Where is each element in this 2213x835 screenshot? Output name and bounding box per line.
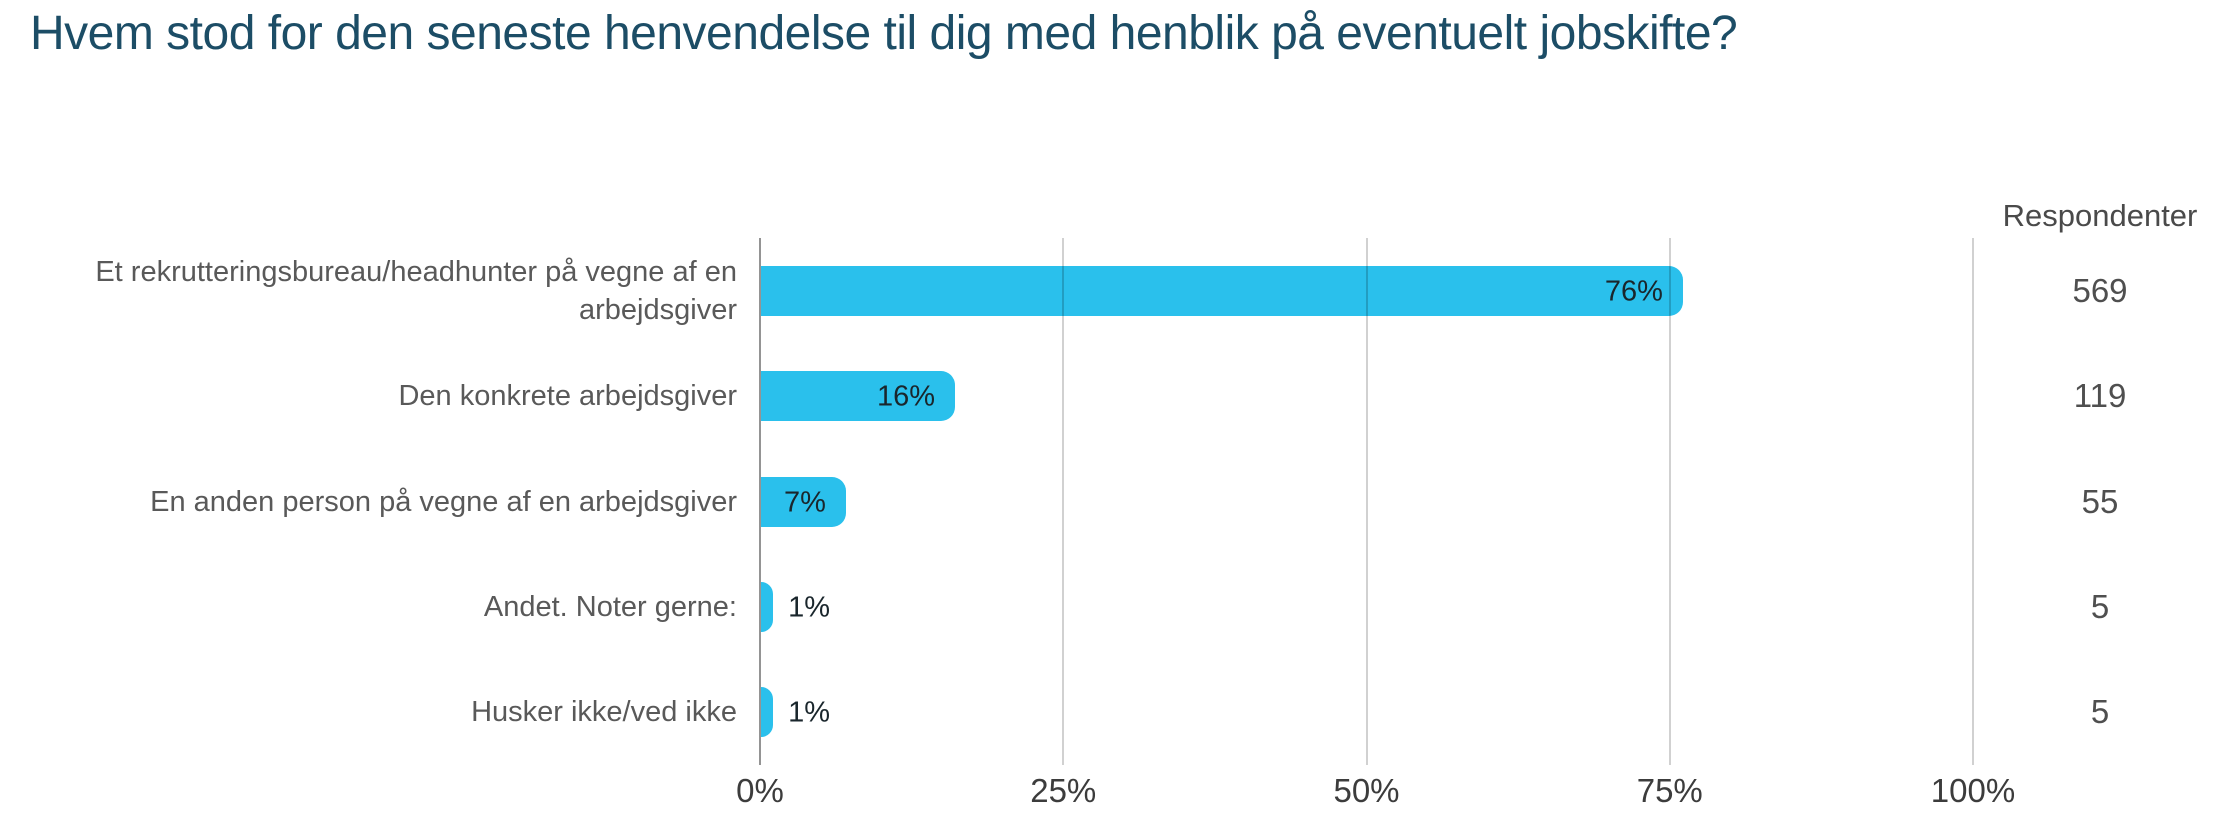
bar: [761, 371, 956, 422]
bar: [761, 265, 1683, 316]
bar-value-label: 76%: [1604, 275, 1663, 308]
x-axis-tick-label: 100%: [1930, 772, 2016, 809]
respondents-column-header: Respondenter: [2002, 198, 2198, 233]
x-axis-tick-label: 75%: [1636, 772, 1703, 809]
category-label: Husker ikke/ved ikke: [471, 696, 737, 729]
bar-value-label: 7%: [783, 486, 826, 518]
bar: [761, 476, 846, 527]
respondent-count: 55: [2081, 482, 2119, 520]
category-label: En anden person på vegne af en arbejdsgi…: [150, 485, 737, 518]
bar-value-label: 1%: [788, 696, 831, 729]
bar-value-label: 16%: [877, 380, 936, 413]
respondent-count: 119: [2073, 377, 2127, 415]
category-label: Andet. Noter gerne:: [483, 590, 737, 623]
respondent-count: 5: [2090, 587, 2110, 625]
respondent-count: 5: [2090, 693, 2110, 731]
x-axis-tick-label: 25%: [1030, 772, 1097, 809]
y-axis-line: [759, 238, 761, 765]
x-axis-tick-label: 0%: [736, 772, 784, 809]
category-label: Den konkrete arbejdsgiver: [398, 380, 737, 413]
respondent-count: 569: [2072, 271, 2128, 309]
bar: [761, 581, 774, 632]
category-label: Et rekrutteringsbureau/headhunter på veg…: [95, 255, 737, 326]
bar: [761, 687, 774, 738]
gridline: [1365, 238, 1368, 765]
gridline: [1972, 238, 1974, 765]
chart-title: Hvem stod for den seneste henvendelse ti…: [30, 7, 1738, 60]
gridline: [1668, 238, 1671, 765]
gridline: [1062, 238, 1065, 765]
bar-value-label: 1%: [788, 591, 831, 624]
x-axis-tick-label: 50%: [1333, 772, 1400, 809]
